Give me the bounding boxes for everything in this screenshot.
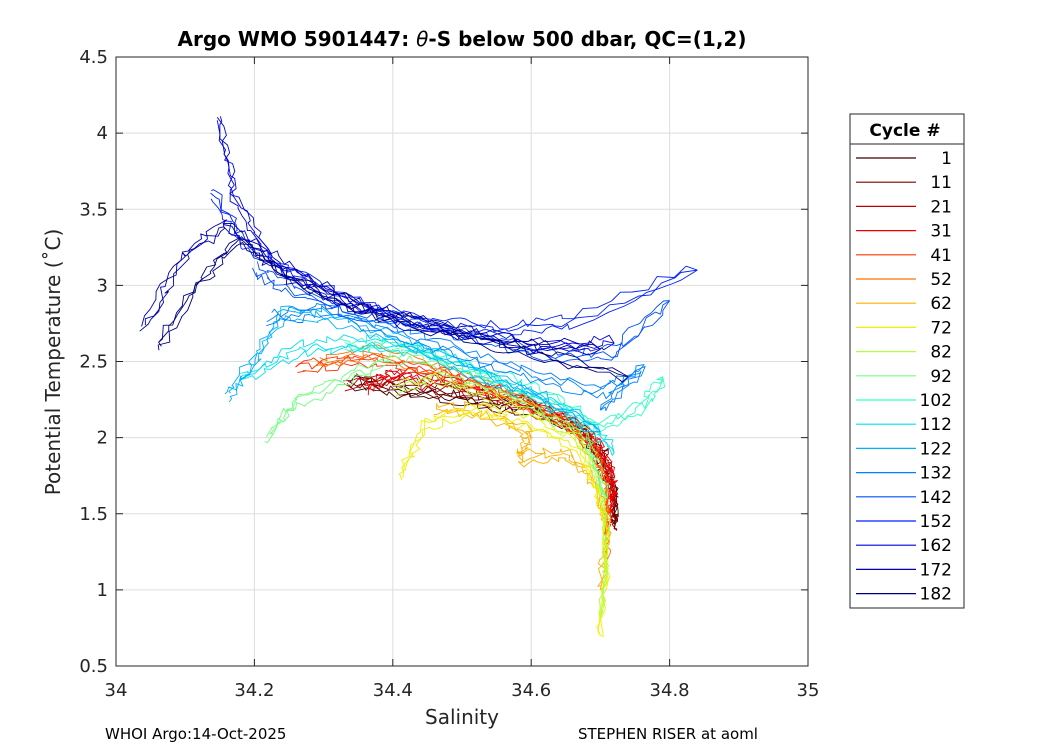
- legend-label-cycle-62: 62: [930, 294, 952, 314]
- legend-label-cycle-92: 92: [930, 367, 952, 387]
- series-line-cycle-72: [401, 407, 610, 636]
- series-line-cycle-182: [157, 241, 629, 383]
- series-line-cycle-62: [435, 402, 612, 591]
- series-line-cycle-182: [158, 237, 629, 378]
- legend-label-cycle-172: 172: [920, 560, 952, 580]
- footer-date: WHOI Argo:14-Oct-2025: [105, 725, 287, 743]
- series-line-cycle-82: [395, 378, 610, 618]
- series-lines: [139, 116, 698, 637]
- legend-label-cycle-142: 142: [920, 488, 952, 508]
- legend-label-cycle-82: 82: [930, 343, 952, 363]
- legend-label-cycle-31: 31: [930, 222, 952, 242]
- y-tick-label: 3.5: [79, 199, 108, 220]
- legend-title: Cycle #: [869, 121, 940, 141]
- series-line-cycle-112: [240, 334, 615, 454]
- legend-label-cycle-132: 132: [920, 464, 952, 484]
- legend-label-cycle-21: 21: [930, 197, 952, 217]
- footer-credit: STEPHEN RISER at aoml: [578, 725, 758, 743]
- legend-label-cycle-122: 122: [920, 439, 952, 459]
- axis-ticks: 34 34.2 34.4 34.6 34.8 35 0.5 1 1.5 2 2.5 3 3.5 4 4.5: [79, 47, 819, 701]
- legend-box: [849, 113, 965, 609]
- series-line-cycle-122: [228, 315, 601, 433]
- series-line-cycle-142: [256, 272, 670, 364]
- x-tick-label: 34.2: [234, 680, 274, 701]
- series-line-cycle-102: [344, 344, 666, 434]
- legend-items: 1112131415262728292102112122132142152162…: [856, 149, 952, 605]
- legend-label-cycle-72: 72: [930, 318, 952, 338]
- y-tick-label: 2.5: [79, 352, 108, 373]
- series-line-cycle-132: [271, 302, 645, 411]
- series-line-cycle-52: [319, 344, 609, 560]
- series-line-cycle-82: [393, 373, 607, 618]
- legend-label-cycle-41: 41: [930, 246, 952, 266]
- legend-label-cycle-11: 11: [930, 173, 952, 193]
- series-line-cycle-31: [364, 372, 618, 522]
- series-line-cycle-162: [219, 116, 615, 345]
- series-line-cycle-152: [211, 189, 698, 330]
- title-theta: θ: [416, 27, 428, 51]
- legend-label-cycle-182: 182: [920, 585, 952, 605]
- title-suffix: -S below 500 dbar, QC=(1,2): [428, 27, 746, 51]
- y-tick-label: 4.5: [79, 47, 108, 68]
- series-line-cycle-162: [216, 120, 615, 354]
- x-tick-label: 34.8: [650, 680, 690, 701]
- legend-label-cycle-52: 52: [930, 270, 952, 290]
- y-tick-label: 1: [97, 580, 108, 601]
- legend-label-cycle-152: 152: [920, 512, 952, 532]
- series-line-cycle-1: [347, 380, 619, 522]
- series-line-cycle-41: [297, 362, 610, 534]
- x-axis-label: Salinity: [425, 705, 499, 729]
- y-tick-label: 2: [97, 428, 108, 449]
- y-tick-label: 3: [97, 275, 108, 296]
- legend: Cycle # 11121314152627282921021121221321…: [849, 113, 965, 609]
- series-line-cycle-41: [295, 353, 612, 533]
- x-tick-label: 34.6: [511, 680, 551, 701]
- series-line-cycle-182: [158, 236, 629, 378]
- chart-title: Argo WMO 5901447: θ-S below 500 dbar, QC…: [178, 27, 747, 51]
- series-line-cycle-52: [313, 352, 612, 560]
- y-tick-label: 4: [97, 123, 108, 144]
- x-tick-label: 35: [797, 680, 820, 701]
- y-axis-label: Potential Temperature (˚C): [41, 229, 65, 496]
- legend-label-cycle-102: 102: [920, 391, 952, 411]
- legend-label-cycle-112: 112: [920, 415, 952, 435]
- legend-label-cycle-1: 1: [941, 149, 952, 169]
- series-line-cycle-21: [344, 379, 617, 508]
- title-prefix: Argo WMO 5901447:: [178, 27, 417, 51]
- series-line-cycle-102: [340, 334, 663, 426]
- series-line-cycle-112: [240, 344, 615, 456]
- series-line-cycle-172: [139, 226, 601, 356]
- x-tick-label: 34: [105, 680, 128, 701]
- series-line-cycle-92: [264, 355, 608, 499]
- series-line-cycle-31: [367, 375, 618, 524]
- legend-label-cycle-162: 162: [920, 536, 952, 556]
- x-tick-label: 34.4: [373, 680, 413, 701]
- y-tick-label: 0.5: [79, 656, 108, 677]
- series-line-cycle-62: [436, 401, 609, 590]
- y-tick-label: 1.5: [79, 504, 108, 525]
